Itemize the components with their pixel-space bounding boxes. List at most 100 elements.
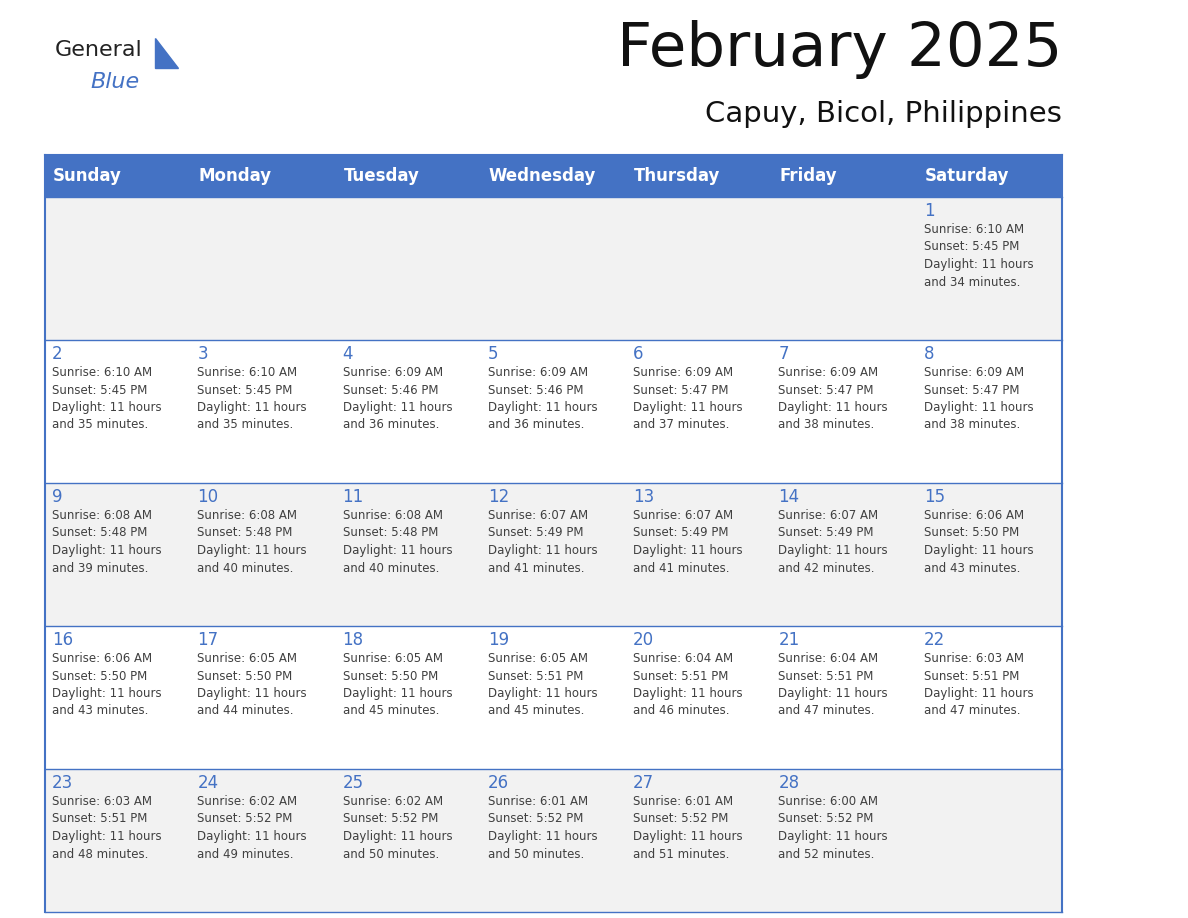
Text: 20: 20 [633, 631, 655, 649]
Bar [190, 197, 335, 340]
Bar [481, 769, 626, 912]
Text: February 2025: February 2025 [617, 20, 1062, 79]
Text: Sunrise: 6:01 AM
Sunset: 5:52 PM
Daylight: 11 hours
and 51 minutes.: Sunrise: 6:01 AM Sunset: 5:52 PM Dayligh… [633, 795, 742, 860]
Bar [190, 340, 335, 483]
Text: 21: 21 [778, 631, 800, 649]
Text: Sunrise: 6:00 AM
Sunset: 5:52 PM
Daylight: 11 hours
and 52 minutes.: Sunrise: 6:00 AM Sunset: 5:52 PM Dayligh… [778, 795, 889, 860]
Bar [917, 626, 1062, 769]
Text: 11: 11 [342, 488, 364, 506]
Text: Sunrise: 6:07 AM
Sunset: 5:49 PM
Daylight: 11 hours
and 42 minutes.: Sunrise: 6:07 AM Sunset: 5:49 PM Dayligh… [778, 509, 889, 575]
Polygon shape [154, 38, 178, 68]
Bar [626, 626, 771, 769]
Text: Sunrise: 6:08 AM
Sunset: 5:48 PM
Daylight: 11 hours
and 40 minutes.: Sunrise: 6:08 AM Sunset: 5:48 PM Dayligh… [342, 509, 453, 575]
Text: Sunrise: 6:10 AM
Sunset: 5:45 PM
Daylight: 11 hours
and 35 minutes.: Sunrise: 6:10 AM Sunset: 5:45 PM Dayligh… [52, 366, 162, 431]
Text: Sunrise: 6:02 AM
Sunset: 5:52 PM
Daylight: 11 hours
and 50 minutes.: Sunrise: 6:02 AM Sunset: 5:52 PM Dayligh… [342, 795, 453, 860]
Text: 27: 27 [633, 774, 655, 792]
Bar [771, 197, 917, 340]
Text: 15: 15 [924, 488, 944, 506]
Text: 19: 19 [488, 631, 508, 649]
Text: Blue: Blue [90, 72, 139, 92]
Bar [771, 626, 917, 769]
Bar [190, 769, 335, 912]
Bar [45, 340, 190, 483]
Bar [45, 626, 190, 769]
Text: Sunrise: 6:07 AM
Sunset: 5:49 PM
Daylight: 11 hours
and 41 minutes.: Sunrise: 6:07 AM Sunset: 5:49 PM Dayligh… [488, 509, 598, 575]
Text: Saturday: Saturday [924, 167, 1010, 185]
Bar [45, 197, 190, 340]
Text: Sunrise: 6:08 AM
Sunset: 5:48 PM
Daylight: 11 hours
and 40 minutes.: Sunrise: 6:08 AM Sunset: 5:48 PM Dayligh… [197, 509, 307, 575]
Text: Sunrise: 6:09 AM
Sunset: 5:46 PM
Daylight: 11 hours
and 36 minutes.: Sunrise: 6:09 AM Sunset: 5:46 PM Dayligh… [488, 366, 598, 431]
Text: 8: 8 [924, 345, 934, 363]
Text: Tuesday: Tuesday [343, 167, 419, 185]
Text: Sunrise: 6:10 AM
Sunset: 5:45 PM
Daylight: 11 hours
and 35 minutes.: Sunrise: 6:10 AM Sunset: 5:45 PM Dayligh… [197, 366, 307, 431]
Bar [481, 340, 626, 483]
Text: Monday: Monday [198, 167, 271, 185]
Text: Friday: Friday [779, 167, 838, 185]
Text: Capuy, Bicol, Philippines: Capuy, Bicol, Philippines [706, 100, 1062, 128]
Text: Sunday: Sunday [53, 167, 122, 185]
Bar [190, 483, 335, 626]
Bar [190, 626, 335, 769]
Text: Wednesday: Wednesday [488, 167, 596, 185]
Text: Thursday: Thursday [634, 167, 720, 185]
Text: Sunrise: 6:09 AM
Sunset: 5:47 PM
Daylight: 11 hours
and 38 minutes.: Sunrise: 6:09 AM Sunset: 5:47 PM Dayligh… [778, 366, 889, 431]
Text: Sunrise: 6:05 AM
Sunset: 5:50 PM
Daylight: 11 hours
and 45 minutes.: Sunrise: 6:05 AM Sunset: 5:50 PM Dayligh… [342, 652, 453, 718]
Text: Sunrise: 6:01 AM
Sunset: 5:52 PM
Daylight: 11 hours
and 50 minutes.: Sunrise: 6:01 AM Sunset: 5:52 PM Dayligh… [488, 795, 598, 860]
Text: General: General [55, 40, 143, 60]
Text: 13: 13 [633, 488, 655, 506]
Bar [917, 340, 1062, 483]
Bar [335, 626, 481, 769]
Text: Sunrise: 6:04 AM
Sunset: 5:51 PM
Daylight: 11 hours
and 47 minutes.: Sunrise: 6:04 AM Sunset: 5:51 PM Dayligh… [778, 652, 889, 718]
Text: 10: 10 [197, 488, 219, 506]
Text: 12: 12 [488, 488, 510, 506]
Bar [45, 769, 190, 912]
Bar [626, 769, 771, 912]
Text: 1: 1 [924, 202, 934, 220]
Text: 23: 23 [52, 774, 74, 792]
Bar [771, 769, 917, 912]
Text: Sunrise: 6:08 AM
Sunset: 5:48 PM
Daylight: 11 hours
and 39 minutes.: Sunrise: 6:08 AM Sunset: 5:48 PM Dayligh… [52, 509, 162, 575]
Text: 22: 22 [924, 631, 944, 649]
Bar [917, 483, 1062, 626]
Text: Sunrise: 6:09 AM
Sunset: 5:46 PM
Daylight: 11 hours
and 36 minutes.: Sunrise: 6:09 AM Sunset: 5:46 PM Dayligh… [342, 366, 453, 431]
Bar [917, 197, 1062, 340]
Bar [335, 340, 481, 483]
Text: Sunrise: 6:10 AM
Sunset: 5:45 PM
Daylight: 11 hours
and 34 minutes.: Sunrise: 6:10 AM Sunset: 5:45 PM Dayligh… [924, 223, 1034, 288]
Text: Sunrise: 6:07 AM
Sunset: 5:49 PM
Daylight: 11 hours
and 41 minutes.: Sunrise: 6:07 AM Sunset: 5:49 PM Dayligh… [633, 509, 742, 575]
Text: 7: 7 [778, 345, 789, 363]
Text: 16: 16 [52, 631, 74, 649]
Text: 17: 17 [197, 631, 219, 649]
Text: Sunrise: 6:06 AM
Sunset: 5:50 PM
Daylight: 11 hours
and 43 minutes.: Sunrise: 6:06 AM Sunset: 5:50 PM Dayligh… [924, 509, 1034, 575]
Text: Sunrise: 6:04 AM
Sunset: 5:51 PM
Daylight: 11 hours
and 46 minutes.: Sunrise: 6:04 AM Sunset: 5:51 PM Dayligh… [633, 652, 742, 718]
Bar [771, 483, 917, 626]
Bar [626, 340, 771, 483]
Text: 24: 24 [197, 774, 219, 792]
Text: Sunrise: 6:03 AM
Sunset: 5:51 PM
Daylight: 11 hours
and 48 minutes.: Sunrise: 6:03 AM Sunset: 5:51 PM Dayligh… [52, 795, 162, 860]
Bar [335, 769, 481, 912]
Text: 6: 6 [633, 345, 644, 363]
Text: Sunrise: 6:02 AM
Sunset: 5:52 PM
Daylight: 11 hours
and 49 minutes.: Sunrise: 6:02 AM Sunset: 5:52 PM Dayligh… [197, 795, 307, 860]
Text: 2: 2 [52, 345, 63, 363]
Text: 25: 25 [342, 774, 364, 792]
Bar [626, 483, 771, 626]
Text: 3: 3 [197, 345, 208, 363]
Text: 14: 14 [778, 488, 800, 506]
Text: Sunrise: 6:06 AM
Sunset: 5:50 PM
Daylight: 11 hours
and 43 minutes.: Sunrise: 6:06 AM Sunset: 5:50 PM Dayligh… [52, 652, 162, 718]
Text: Sunrise: 6:05 AM
Sunset: 5:51 PM
Daylight: 11 hours
and 45 minutes.: Sunrise: 6:05 AM Sunset: 5:51 PM Dayligh… [488, 652, 598, 718]
Bar [771, 340, 917, 483]
Bar [335, 197, 481, 340]
Bar [45, 483, 190, 626]
Text: 26: 26 [488, 774, 508, 792]
Bar [335, 483, 481, 626]
Bar [917, 769, 1062, 912]
Bar [45, 155, 1062, 197]
Text: Sunrise: 6:09 AM
Sunset: 5:47 PM
Daylight: 11 hours
and 38 minutes.: Sunrise: 6:09 AM Sunset: 5:47 PM Dayligh… [924, 366, 1034, 431]
Bar [481, 626, 626, 769]
Bar [481, 197, 626, 340]
Text: Sunrise: 6:03 AM
Sunset: 5:51 PM
Daylight: 11 hours
and 47 minutes.: Sunrise: 6:03 AM Sunset: 5:51 PM Dayligh… [924, 652, 1034, 718]
Text: 28: 28 [778, 774, 800, 792]
Text: Sunrise: 6:09 AM
Sunset: 5:47 PM
Daylight: 11 hours
and 37 minutes.: Sunrise: 6:09 AM Sunset: 5:47 PM Dayligh… [633, 366, 742, 431]
Text: 9: 9 [52, 488, 63, 506]
Bar [626, 197, 771, 340]
Bar [481, 483, 626, 626]
